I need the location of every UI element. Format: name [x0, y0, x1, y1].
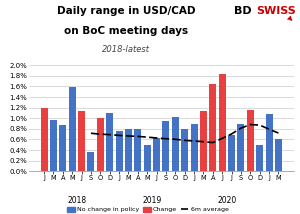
Text: Daily range in USD/CAD: Daily range in USD/CAD: [57, 6, 195, 16]
Bar: [59, 125, 66, 171]
Bar: [181, 129, 188, 171]
Legend: No change in policy, Change, 6m average: No change in policy, Change, 6m average: [64, 204, 231, 214]
Bar: [106, 113, 113, 171]
Text: 2020: 2020: [217, 196, 236, 205]
Bar: [78, 111, 85, 171]
Text: ▶: ▶: [286, 15, 293, 23]
Bar: [172, 117, 179, 171]
Bar: [162, 121, 169, 171]
Text: SWISS: SWISS: [256, 6, 296, 16]
Bar: [228, 135, 235, 171]
Bar: [50, 120, 57, 171]
Bar: [97, 118, 104, 171]
Bar: [87, 152, 94, 171]
Bar: [144, 145, 151, 171]
Text: 2019: 2019: [142, 196, 161, 205]
Bar: [153, 138, 160, 171]
Bar: [247, 110, 254, 171]
Bar: [116, 131, 123, 171]
Text: on BoC meeting days: on BoC meeting days: [64, 26, 188, 36]
Text: 2018: 2018: [67, 196, 86, 205]
Bar: [237, 123, 244, 171]
Bar: [200, 111, 207, 171]
Text: BD: BD: [234, 6, 252, 16]
Bar: [266, 114, 273, 171]
Bar: [209, 84, 216, 171]
Bar: [40, 108, 48, 171]
Bar: [69, 88, 76, 171]
Bar: [125, 129, 132, 171]
Text: 2018-latest: 2018-latest: [102, 45, 150, 54]
Bar: [190, 123, 198, 171]
Bar: [219, 74, 226, 171]
Bar: [134, 129, 141, 171]
Bar: [256, 145, 263, 171]
Bar: [275, 139, 282, 171]
